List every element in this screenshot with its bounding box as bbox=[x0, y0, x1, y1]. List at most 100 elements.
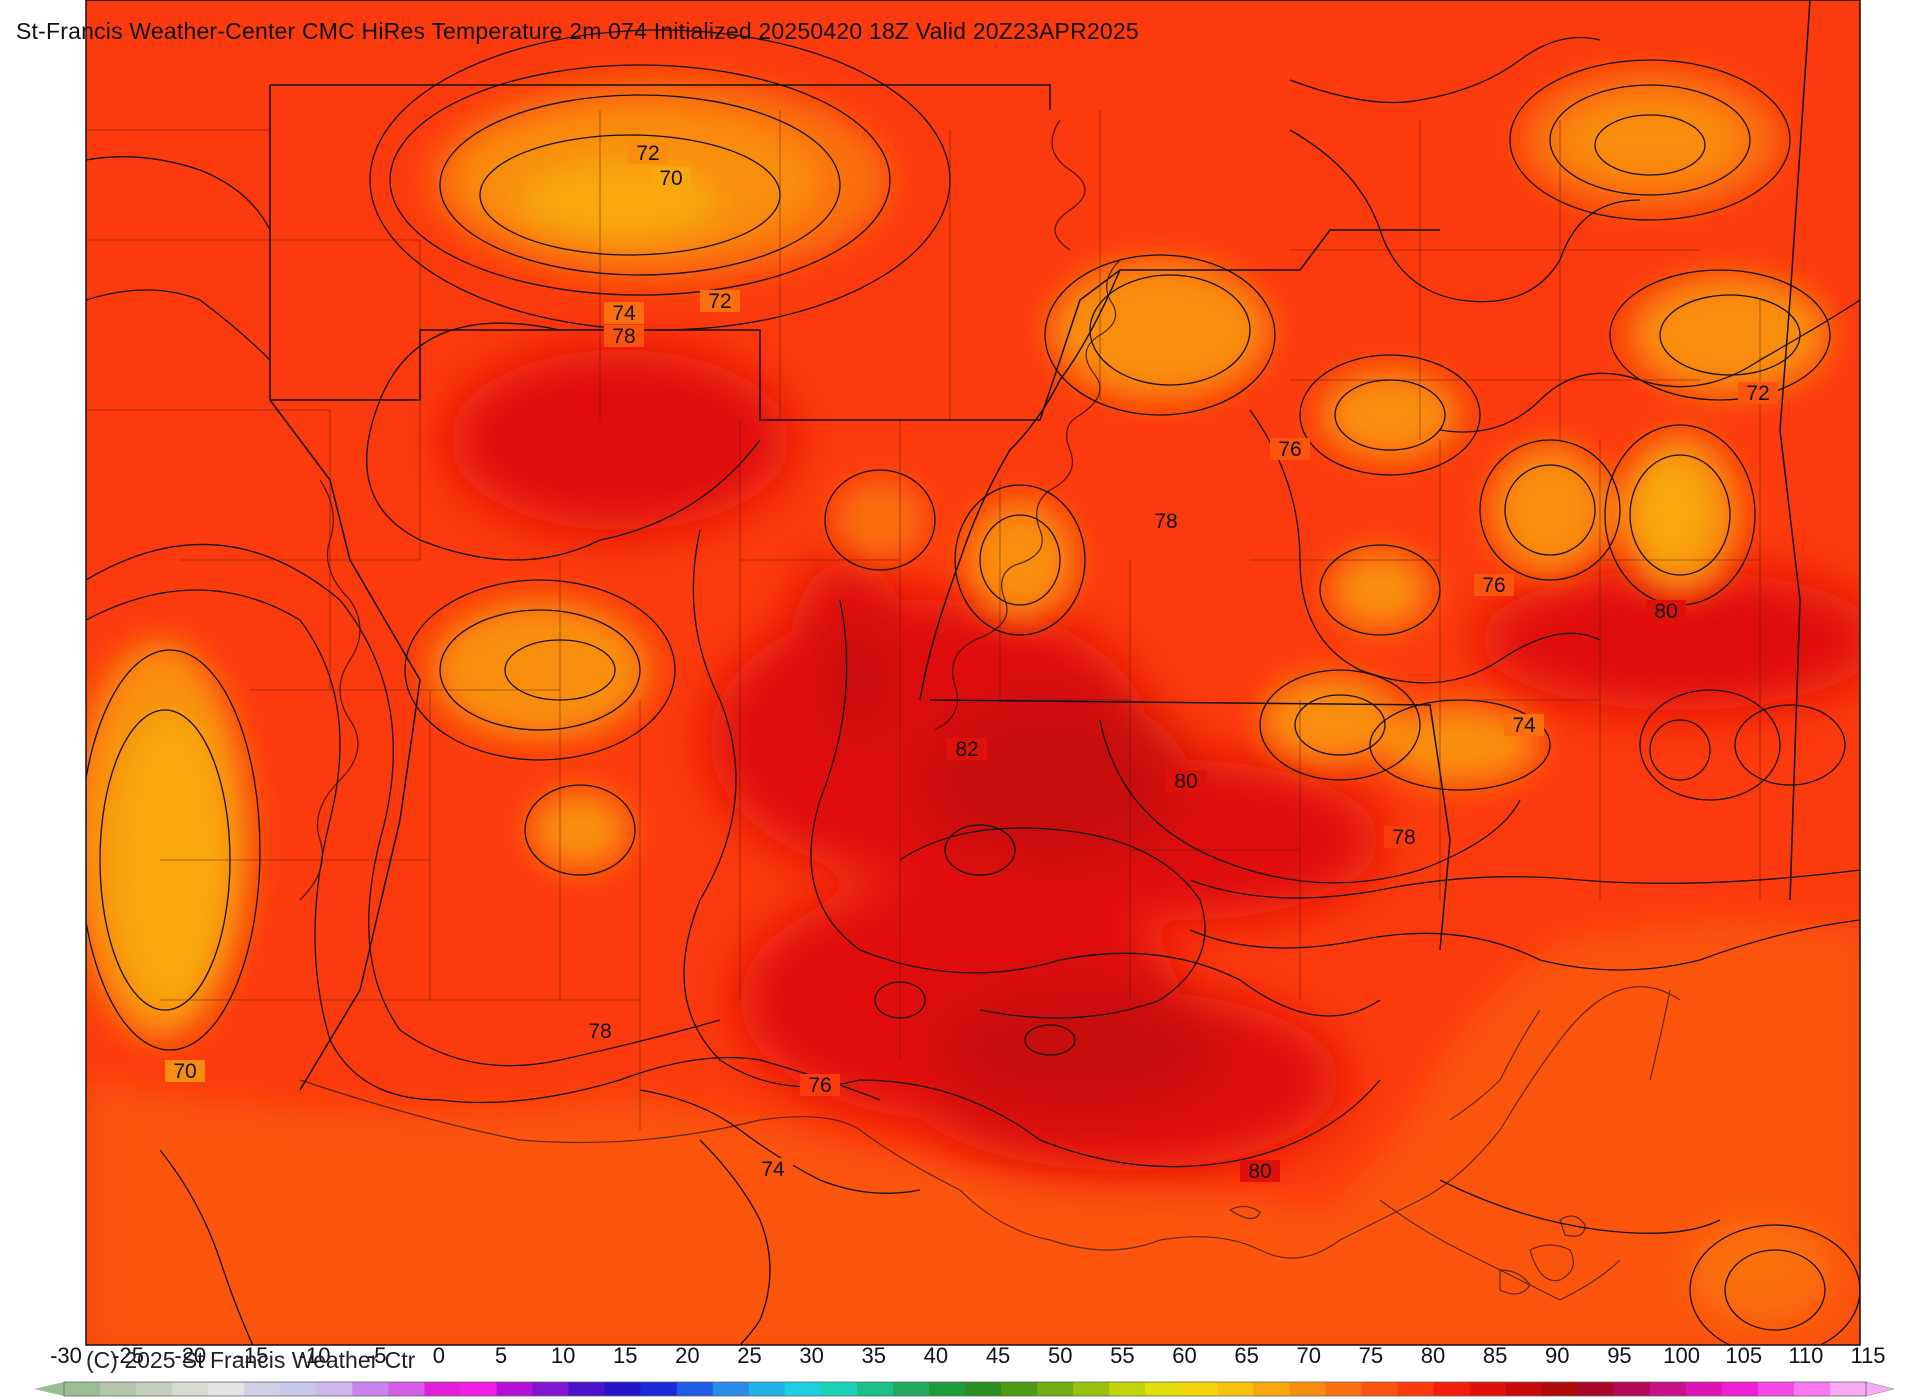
colorbar-tick-label: -5 bbox=[366, 1343, 387, 1368]
colorbar-swatch bbox=[1217, 1382, 1254, 1396]
colorbar-swatch bbox=[388, 1382, 425, 1396]
colorbar-arrow-left bbox=[34, 1382, 64, 1396]
colorbar-tick-label: -10 bbox=[298, 1343, 331, 1368]
temperature-map: 72 70 72 74 78 76 78 72 76 80 82 80 74 bbox=[85, 0, 1861, 1346]
colorbar-swatch bbox=[1145, 1382, 1182, 1396]
contour-label: 74 bbox=[612, 302, 636, 325]
colorbar-tick-label: 55 bbox=[1110, 1343, 1135, 1368]
colorbar-swatch bbox=[244, 1382, 281, 1396]
contour-label: 72 bbox=[1746, 382, 1769, 405]
contour-labels: 72 70 72 74 78 76 78 72 76 80 82 80 74 bbox=[165, 142, 1778, 1183]
contour-label: 72 bbox=[708, 290, 731, 313]
colorbar-tick-label: 0 bbox=[432, 1343, 445, 1368]
colorbar-tick-label: 110 bbox=[1788, 1343, 1824, 1368]
colorbar-swatch bbox=[136, 1382, 173, 1396]
colorbar-tick-label: 30 bbox=[799, 1343, 824, 1368]
colorbar-swatch bbox=[1649, 1382, 1687, 1396]
map-title: St-Francis Weather-Center CMC HiRes Temp… bbox=[16, 18, 1139, 44]
colorbar-swatch bbox=[1505, 1382, 1543, 1396]
colorbar-swatch bbox=[532, 1382, 570, 1396]
colorbar-swatch bbox=[172, 1382, 209, 1396]
colorbar-swatch bbox=[1577, 1382, 1615, 1396]
colorbar-swatch bbox=[1037, 1382, 1074, 1396]
colorbar-swatch bbox=[1721, 1382, 1759, 1396]
colorbar-tick-label: -30 bbox=[50, 1343, 82, 1368]
colorbar-tick-label: 10 bbox=[550, 1343, 576, 1368]
colorbar-tick-label: -15 bbox=[236, 1343, 269, 1368]
colorbar-tick-label: 5 bbox=[494, 1343, 508, 1368]
colorbar-swatch bbox=[1829, 1382, 1867, 1396]
colorbar-outline bbox=[63, 1381, 1867, 1397]
colorbar-swatch bbox=[928, 1382, 966, 1396]
colorbar-swatch bbox=[1361, 1382, 1398, 1396]
colorbar-tick-label: 15 bbox=[612, 1343, 638, 1368]
contour-label: 72 bbox=[636, 142, 659, 165]
colorbar-swatch bbox=[280, 1382, 317, 1396]
colorbar-swatch bbox=[1253, 1382, 1290, 1396]
contour-label: 78 bbox=[588, 1020, 611, 1043]
colorbar-swatch bbox=[748, 1382, 786, 1396]
colorbar-tick-label: 90 bbox=[1545, 1343, 1570, 1368]
colorbar-swatch bbox=[1613, 1382, 1651, 1396]
colorbar-swatch bbox=[1469, 1382, 1507, 1396]
colorbar-tick-label: 85 bbox=[1482, 1343, 1508, 1368]
colorbar-swatch bbox=[1073, 1382, 1110, 1396]
colorbar-swatch bbox=[1685, 1382, 1723, 1396]
colorbar-swatch bbox=[496, 1382, 534, 1396]
colorbar-tick-label: 20 bbox=[675, 1343, 700, 1368]
colorbar-swatch bbox=[1109, 1382, 1146, 1396]
colorbar-swatch bbox=[1397, 1382, 1435, 1396]
colorbar-tick-label: -20 bbox=[174, 1343, 207, 1368]
colorbar-swatch bbox=[1757, 1382, 1795, 1396]
contour-label: 70 bbox=[659, 167, 682, 190]
temperature-contours bbox=[86, 29, 1860, 1345]
colorbar-swatch bbox=[1793, 1382, 1831, 1396]
colorbar-tick-label: 70 bbox=[1296, 1343, 1321, 1368]
colorbar-tick-label: 25 bbox=[737, 1343, 762, 1368]
contour-label: 78 bbox=[612, 325, 635, 348]
colorbar-tick-label: 45 bbox=[985, 1343, 1011, 1368]
colorbar-swatch bbox=[676, 1382, 714, 1396]
colorbar-tick-label: 80 bbox=[1420, 1343, 1446, 1368]
colorbar-swatch bbox=[604, 1382, 642, 1396]
contour-label: 76 bbox=[808, 1074, 831, 1097]
contour-label: 70 bbox=[173, 1060, 196, 1083]
colorbar-swatch bbox=[1289, 1382, 1326, 1396]
colorbar-swatch bbox=[64, 1382, 101, 1396]
contour-label: 80 bbox=[1654, 600, 1677, 623]
colorbar-tick-label: 95 bbox=[1607, 1343, 1632, 1368]
contour-label: 74 bbox=[1512, 714, 1536, 737]
colorbar-swatch bbox=[460, 1382, 497, 1396]
colorbar-swatch bbox=[820, 1382, 858, 1396]
state-borders bbox=[269, 0, 1811, 1091]
map-border bbox=[85, 0, 1861, 1346]
rivers bbox=[299, 119, 1121, 901]
colorbar-arrow-right bbox=[1865, 1381, 1895, 1397]
colorbar-swatch bbox=[568, 1382, 606, 1396]
colorbar-swatch bbox=[100, 1382, 137, 1396]
contour-label: 82 bbox=[955, 738, 978, 761]
contour-label: 80 bbox=[1174, 770, 1197, 793]
contour-label: 78 bbox=[1154, 510, 1177, 533]
colorbar-tick-label: 50 bbox=[1047, 1343, 1073, 1368]
colorbar-swatch bbox=[892, 1382, 930, 1396]
colorbar-tick-label: 105 bbox=[1725, 1343, 1763, 1368]
gulf-water-shading bbox=[86, 920, 1860, 1345]
colorbar-swatch bbox=[712, 1382, 750, 1396]
colorbar-tick-label: 60 bbox=[1172, 1343, 1197, 1368]
colorbar-swatch bbox=[1541, 1382, 1579, 1396]
colorbar-swatch bbox=[316, 1382, 353, 1396]
colorbar-swatch bbox=[424, 1382, 461, 1396]
contour-label: 78 bbox=[1392, 826, 1415, 849]
colorbar-tick-labels: -30 -25 -20 -15 -10 -5 0 5 10 15 20 25 30 35 40 45 50 55 6… bbox=[0, 1343, 1920, 1373]
colorbar-swatch bbox=[1001, 1382, 1038, 1396]
colorbar-tick-label: 65 bbox=[1234, 1343, 1259, 1368]
colorbar-tick-label: -25 bbox=[112, 1343, 145, 1368]
colorbar-swatch bbox=[640, 1382, 678, 1396]
colorbar-tick-label: 75 bbox=[1358, 1343, 1384, 1368]
contour-label: 76 bbox=[1482, 574, 1505, 597]
coastline bbox=[299, 986, 1681, 1301]
colorbar-tick-label: 115 bbox=[1850, 1343, 1886, 1368]
contour-label: 80 bbox=[1248, 1160, 1271, 1183]
colorbar-swatch bbox=[352, 1382, 389, 1396]
